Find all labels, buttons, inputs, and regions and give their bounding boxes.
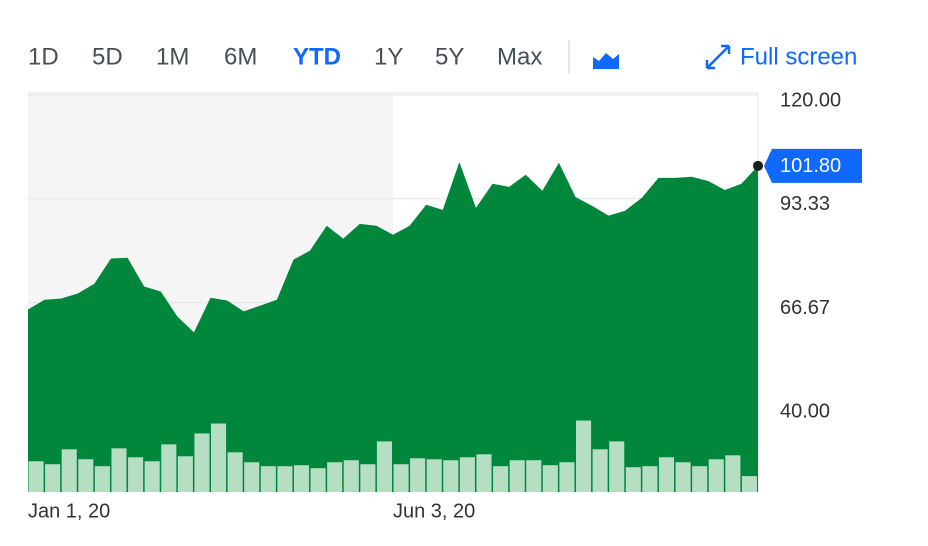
volume-bar <box>260 466 276 492</box>
volume-bar <box>327 462 343 492</box>
y-tick-label: 40.00 <box>780 401 830 423</box>
full-screen-button[interactable]: Full screen <box>740 43 857 70</box>
y-tick-label: 120.00 <box>780 89 841 111</box>
volume-bar <box>360 464 376 492</box>
volume-bar <box>194 433 210 492</box>
volume-bar <box>708 459 724 492</box>
volume-bar <box>144 461 160 492</box>
y-tick-label: 93.33 <box>780 193 830 215</box>
volume-bar <box>725 455 741 492</box>
volume-bar <box>293 465 310 492</box>
volume-bar <box>576 420 592 492</box>
chart-type-icon[interactable] <box>593 53 619 69</box>
volume-bar <box>78 459 94 492</box>
range-button[interactable]: 5D <box>92 43 123 70</box>
price-dot <box>753 160 763 171</box>
volume-bar <box>658 457 675 492</box>
volume-bar <box>526 460 542 492</box>
price-label: 101.80 <box>780 155 841 177</box>
volume-bar <box>376 441 392 492</box>
volume-bar <box>310 468 326 492</box>
volume-bar <box>493 466 509 492</box>
volume-bar <box>94 466 110 492</box>
volume-bar <box>111 448 127 492</box>
range-button[interactable]: 1Y <box>374 43 403 70</box>
range-button[interactable]: Max <box>497 43 542 70</box>
volume-bar <box>642 466 658 492</box>
range-button[interactable]: 6M <box>224 43 257 70</box>
volume-bar <box>128 457 144 492</box>
volume-bar <box>227 452 243 492</box>
volume-bar <box>410 458 426 492</box>
volume-bar <box>61 449 77 492</box>
volume-bar <box>509 460 525 492</box>
range-button[interactable]: 1M <box>156 43 189 70</box>
volume-bar <box>177 456 193 492</box>
volume-bar <box>28 461 44 492</box>
volume-bar <box>476 454 492 492</box>
volume-bar <box>592 449 608 492</box>
volume-bar <box>459 457 475 492</box>
volume-bar <box>542 465 558 492</box>
volume-bar <box>244 462 260 492</box>
volume-bar <box>675 462 691 492</box>
volume-bar <box>625 467 641 492</box>
x-tick-label: Jan 1, 20 <box>28 500 110 522</box>
volume-bar <box>692 466 708 492</box>
volume-bar <box>211 423 227 492</box>
volume-bar <box>741 476 757 492</box>
range-button[interactable]: YTD <box>293 43 341 70</box>
price-flag <box>764 148 862 183</box>
full-screen-icon[interactable] <box>705 44 731 70</box>
volume-bar <box>161 444 177 492</box>
x-tick-label: Jun 3, 20 <box>393 500 475 522</box>
volume-bar <box>426 459 442 492</box>
volume-bar <box>609 441 625 492</box>
volume-bar <box>343 460 359 492</box>
volume-bar <box>277 466 293 492</box>
y-tick-label: 66.67 <box>780 297 830 319</box>
volume-bar <box>559 462 575 492</box>
volume-bar <box>45 464 61 492</box>
volume-bar <box>393 464 409 492</box>
range-button[interactable]: 5Y <box>435 43 464 70</box>
volume-bar <box>443 460 459 492</box>
price-area <box>28 161 758 492</box>
range-button[interactable]: 1D <box>28 43 59 70</box>
